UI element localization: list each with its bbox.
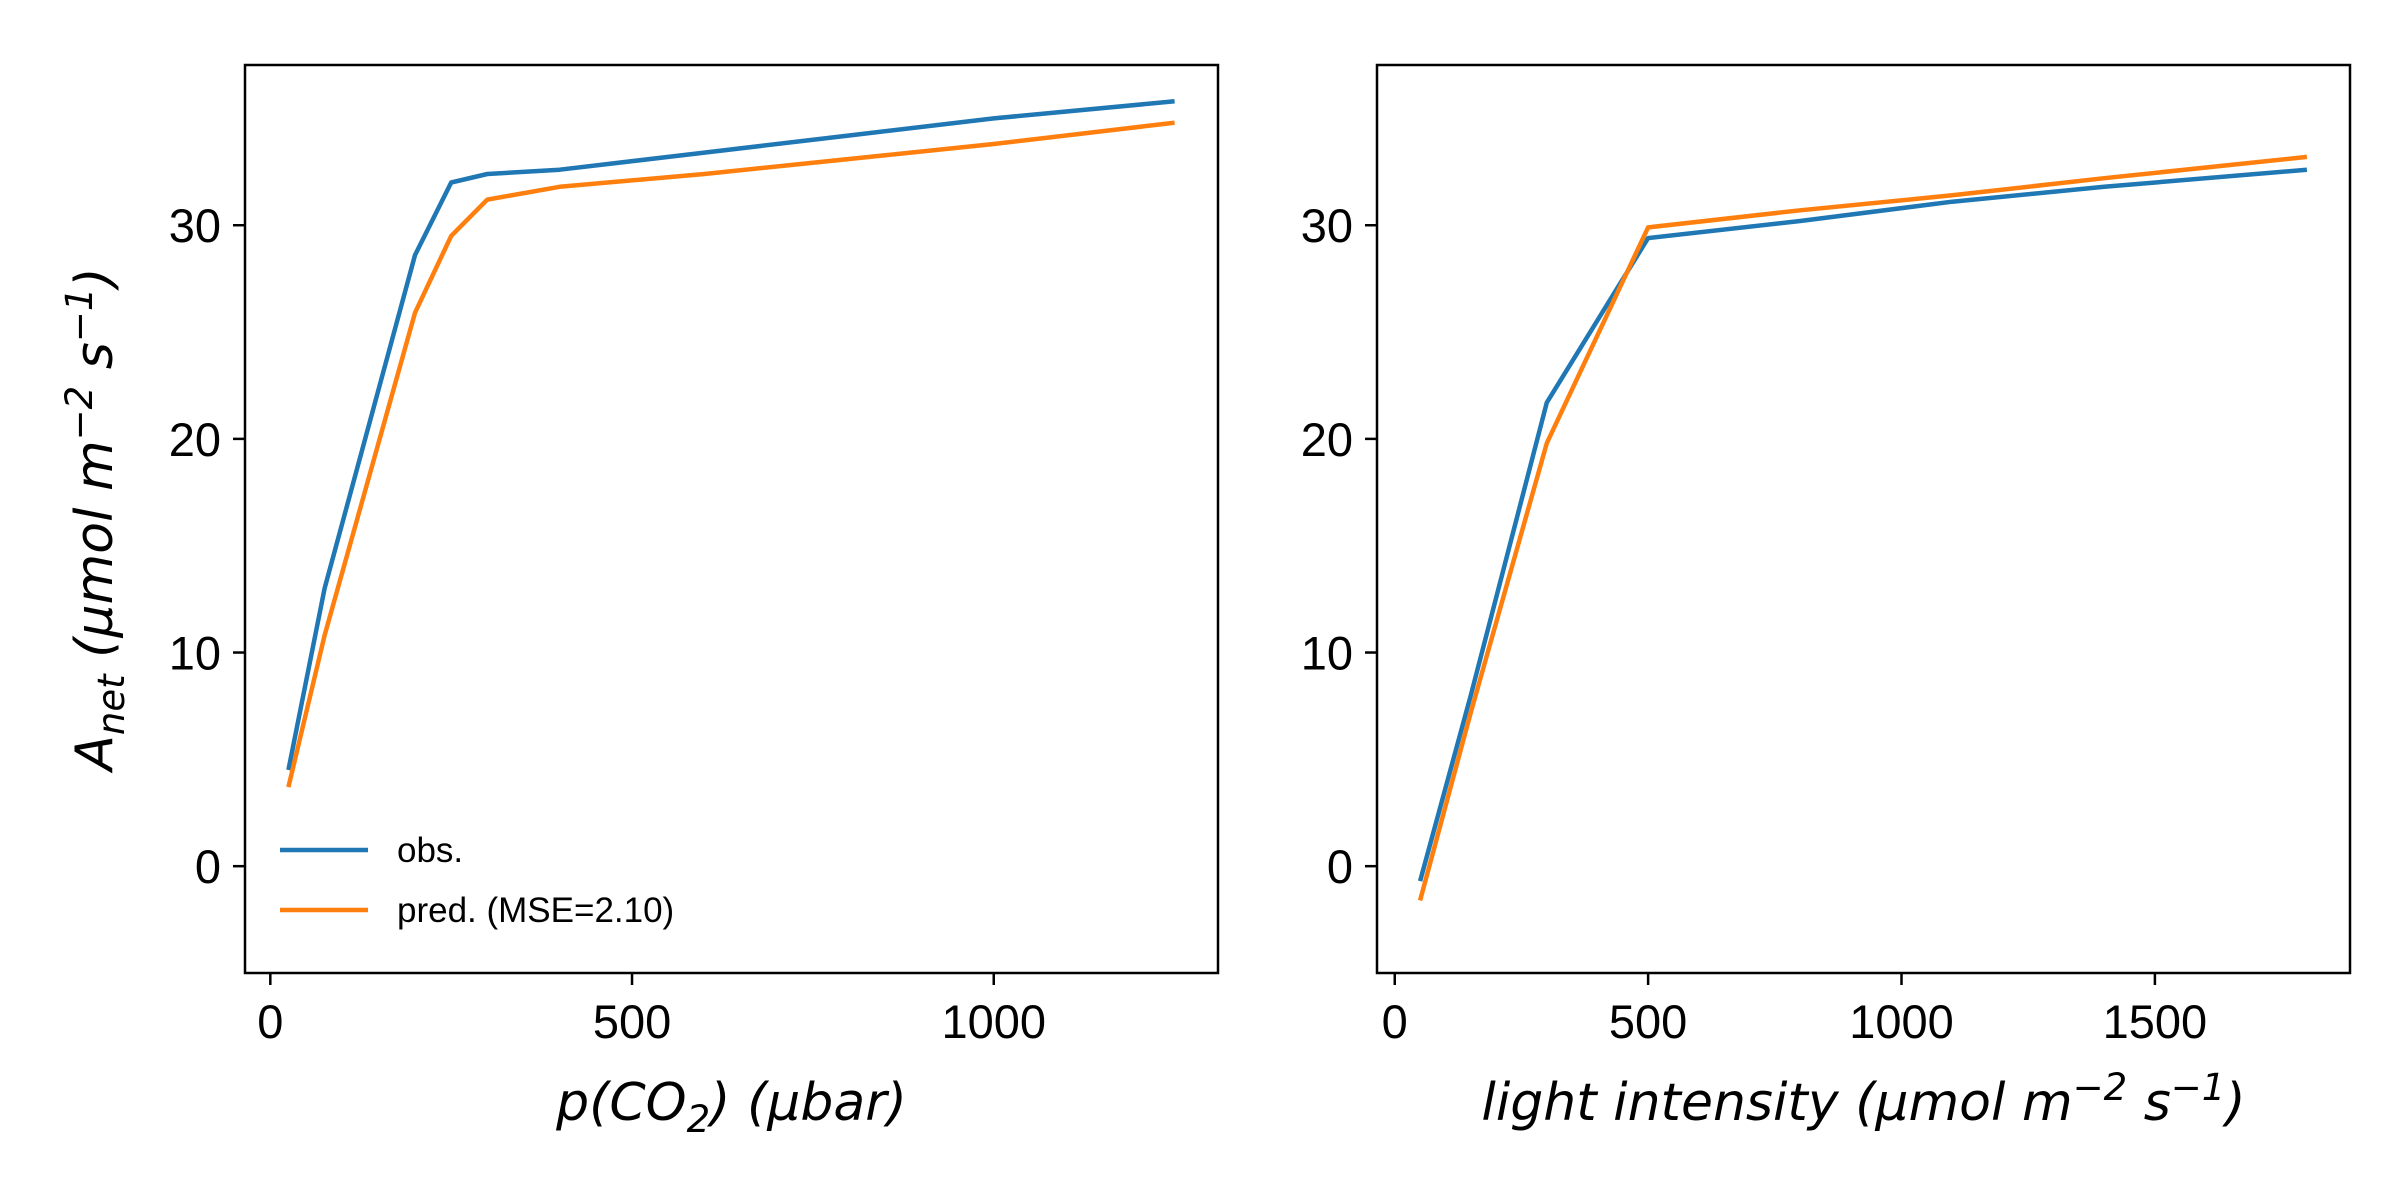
x-axis-title: p(CO2) (μbar) (555, 1073, 907, 1141)
y-tick-label: 30 (169, 199, 221, 252)
legend-label-obs: obs. (397, 831, 463, 870)
series-line-pred (286, 120, 1175, 788)
x-axis-title: light intensity (μmol m−2 s−1) (1481, 1066, 2245, 1133)
y-tick-label: 20 (169, 413, 221, 466)
y-tick-label: 20 (1301, 413, 1353, 466)
legend-label-pred: pred. (MSE=2.10) (397, 891, 674, 930)
plot-frame (243, 63, 1220, 975)
y-tick-label: 30 (1301, 199, 1353, 252)
series-line-pred (1417, 154, 2308, 901)
y-tick-label: 0 (195, 840, 221, 893)
plot-frame (1375, 63, 2352, 975)
x-tick-label: 1000 (1849, 995, 1954, 1048)
x-tick-label: 500 (593, 995, 671, 1048)
x-tick-label: 0 (257, 995, 283, 1048)
legend: obs. pred. (MSE=2.10) (280, 831, 674, 930)
y-tick-label: 10 (169, 627, 221, 680)
x-tick-label: 1500 (2103, 995, 2208, 1048)
y-tick-label: 0 (1327, 840, 1353, 893)
series-line-obs (1417, 167, 2308, 882)
y-tick-label: 10 (1301, 627, 1353, 680)
x-tick-label: 0 (1382, 995, 1408, 1048)
x-tick-label: 1000 (941, 995, 1046, 1048)
left-panel-co2: 0 500 1000 0 10 20 30 p(CO2) (μbar) Anet (μmol m… (58, 63, 1220, 1141)
y-axis-title: Anet (μmol m−2 s−1) (58, 267, 133, 773)
x-tick-label: 500 (1609, 995, 1687, 1048)
series-line-obs (286, 99, 1175, 771)
right-panel-light: 0 500 1000 1500 0 10 20 30 light intensity (μmol… (1301, 63, 2352, 1133)
